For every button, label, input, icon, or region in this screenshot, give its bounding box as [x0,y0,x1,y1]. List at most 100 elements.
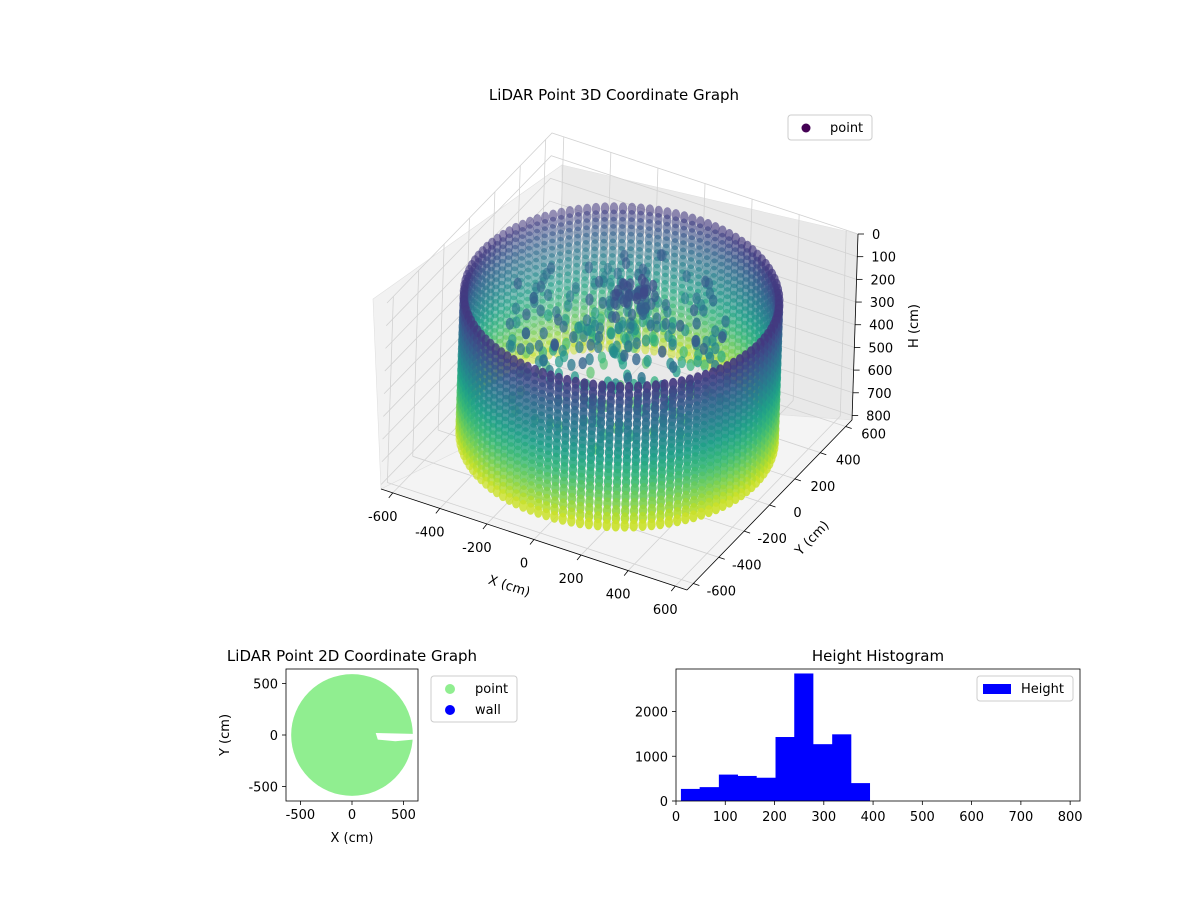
z-tick-label-3d: 600 [868,364,893,379]
point-3d [646,319,655,332]
point-3d [614,322,623,335]
points-3d [455,202,784,532]
point-3d [682,270,691,283]
point-3d [647,518,656,531]
x-tick-3d [482,523,488,530]
point-cloud-2d [291,674,418,796]
histogram-bar [718,774,738,801]
legend-2d-point-marker [445,684,455,694]
point-3d [711,342,720,355]
point-3d [575,341,584,354]
y-tick-3d [769,504,776,508]
point-3d [593,518,602,531]
x-tick-label-3d: 0 [520,557,528,572]
point-3d [586,338,595,351]
x-tick-label-3d: 400 [606,588,631,603]
z-tick-label-3d: 800 [866,409,891,424]
point-3d [569,331,578,344]
point-3d [534,505,543,518]
point-3d [620,349,629,362]
x-tick-label-3d: -400 [415,525,445,540]
y-axis-label-3d: Y (cm) [792,518,833,559]
point-3d [656,517,665,530]
point-3d [658,345,667,358]
z-tick-label-3d: 700 [867,387,892,402]
point-3d [582,314,592,327]
point-3d [692,292,701,305]
point-3d [686,359,695,371]
z-tick-label-3d: 0 [872,228,880,243]
x-tick-label-histogram: 700 [1008,810,1033,825]
point-cloud-2d-group [291,674,418,796]
chart-3d: LiDAR Point 3D Coordinate Graph -600 -400… [368,86,922,618]
histogram-title: Height Histogram [812,647,944,665]
chart-histogram: Height Histogram 0 100 200 300 400 500 600 700 8… [635,647,1083,825]
grid-3d-line [792,214,800,401]
point-3d [511,302,521,315]
legend-histogram: Height [976,675,1074,702]
ticks-3d: -600-400-2000200400600-600-400-200020040… [368,228,896,618]
point-3d [664,515,673,528]
point-3d [692,317,701,330]
point-3d [689,510,698,523]
point-3d [632,292,642,305]
point-3d [700,359,709,372]
point-3d [717,350,726,363]
point-3d [595,322,605,335]
x-tick-label-histogram: 300 [811,810,836,825]
point-3d [611,288,620,301]
y-tick-label-3d: 600 [861,428,886,443]
point-3d [542,508,551,521]
x-tick-label-histogram: 600 [959,810,984,825]
point-3d [652,312,662,325]
x-tick-label-3d: 200 [559,572,584,587]
point-3d [718,499,727,511]
point-3d [622,295,632,308]
point-3d [629,519,638,532]
y-tick-label-3d: 400 [836,454,861,469]
grid-3d-line [386,296,394,483]
histogram-bars [680,673,871,801]
ticks-2d: -500 -500 0 0 500 500 [248,677,415,823]
point-3d [648,279,658,292]
y-tick-label-histogram: 0 [660,795,668,810]
grid-3d-line [387,482,694,584]
point-3d [594,331,604,343]
grid-3d-line [437,244,445,431]
grid-3d-line [385,155,858,326]
x-tick-label-histogram: 100 [713,810,738,825]
histogram-bar [832,734,852,801]
point-3d [721,315,730,328]
point-3d [661,317,670,330]
point-3d [584,261,593,274]
x-tick-3d [623,570,629,576]
x-tick-label-histogram: 500 [910,810,935,825]
point-3d [701,275,710,288]
point-3d [677,356,686,369]
point-3d [578,357,587,370]
histogram-bar [850,783,871,801]
y-tick-label-2d: -500 [248,781,278,796]
y-tick-3d [794,478,802,482]
point-3d [512,316,521,329]
point-3d [585,353,594,366]
y-tick-3d [718,556,725,560]
point-3d [679,346,688,359]
point-3d [606,277,615,290]
y-tick-label-2d: 500 [253,677,278,692]
point-3d [522,308,531,321]
z-axis-label-3d: H (cm) [907,304,922,348]
point-disc-2d [291,674,413,796]
z-tick-label-3d: 300 [870,296,895,311]
histogram-bar [812,744,833,801]
point-3d [681,512,690,525]
y-tick-label-3d: -600 [707,584,737,599]
y-tick-3d [693,583,700,586]
point-3d [693,355,702,368]
legend-histogram-label: Height [1021,682,1064,697]
histogram-bar [699,787,720,801]
histogram-frame [675,668,1081,802]
point-3d [656,249,665,261]
point-3d [539,354,548,367]
